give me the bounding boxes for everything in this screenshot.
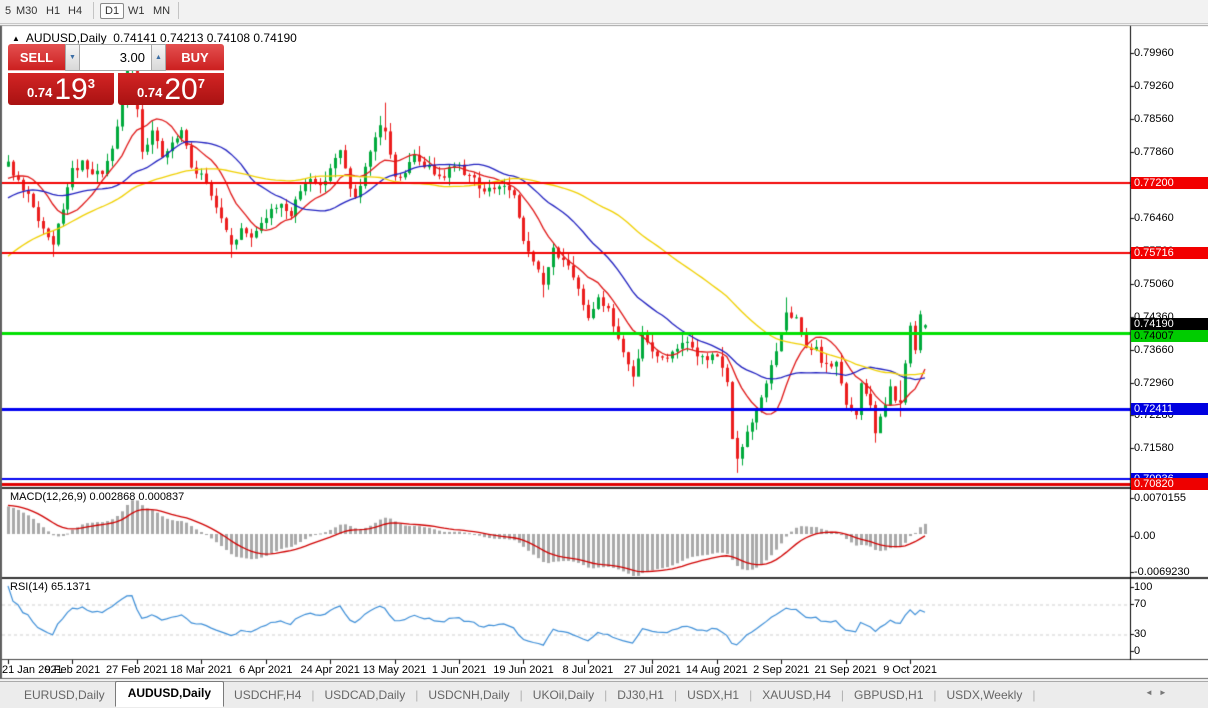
tab-scroll-right-icon[interactable]: ► xyxy=(1158,688,1173,697)
price-tick-label: 0.72960 xyxy=(1134,377,1174,390)
macd-axis-label: 0.0070155 xyxy=(1134,492,1186,504)
sell-button[interactable]: SELL xyxy=(8,44,65,71)
time-axis-label: 27 Jul 2021 xyxy=(623,664,681,676)
time-axis-label: 6 Apr 2021 xyxy=(239,664,293,676)
timeframe-toolbar: 5 M30 H1 H4 D1 W1 MN xyxy=(0,0,1208,24)
price-tick-label: 0.73660 xyxy=(1134,344,1174,357)
price-tick-label: 0.79260 xyxy=(1134,80,1174,93)
sell-price-big: 19 xyxy=(54,72,88,106)
price-tick-label: 0.75060 xyxy=(1134,278,1174,291)
price-level-label: 0.75716 xyxy=(1131,247,1208,260)
timeframe-button-mn[interactable]: MN xyxy=(153,5,171,17)
time-axis-label: 18 Mar 2021 xyxy=(170,664,233,676)
time-axis-label: 9 Oct 2021 xyxy=(883,664,938,676)
chart-tab-bar: EURUSD,Daily AUDUSD,Daily USDCHF,H4 | USDCAD… xyxy=(0,681,1208,708)
price-tick-label: 0.71580 xyxy=(1134,442,1174,455)
chart-title: ▲ AUDUSD,Daily 0.74141 0.74213 0.74108 0.… xyxy=(12,31,297,45)
tab-separator: | xyxy=(415,688,419,702)
buy-price-sup: 7 xyxy=(197,76,205,91)
price-tick-label: 0.77860 xyxy=(1134,146,1174,159)
price-level-label: 0.77200 xyxy=(1131,177,1208,190)
sell-price-sup: 3 xyxy=(87,76,95,91)
chart-tab-ukoil[interactable]: UKOil,Daily xyxy=(532,688,595,702)
chart-tab-audusd[interactable]: AUDUSD,Daily xyxy=(114,681,225,707)
chart-tab-usdcnh[interactable]: USDCNH,Daily xyxy=(428,688,510,702)
time-axis-label: 2 Sep 2021 xyxy=(753,664,810,676)
tab-separator: | xyxy=(519,688,523,702)
tab-separator: | xyxy=(311,688,315,702)
rsi-indicator-label: RSI(14) 65.1371 xyxy=(10,581,91,593)
buy-price-big: 20 xyxy=(164,72,198,106)
price-level-label: 0.72411 xyxy=(1131,403,1208,416)
tab-separator: | xyxy=(673,688,678,702)
chart-symbol: AUDUSD,Daily xyxy=(25,31,107,45)
chart-tab-usdcad[interactable]: USDCAD,Daily xyxy=(324,688,406,702)
time-axis-label: 14 Aug 2021 xyxy=(685,664,748,676)
macd-axis-label: -0.0069230 xyxy=(1134,566,1190,578)
tab-separator: | xyxy=(840,688,845,702)
price-level-label: 0.74007 xyxy=(1131,329,1208,342)
rsi-axis-label: 0 xyxy=(1134,645,1141,657)
chart-tab-usdchf[interactable]: USDCHF,H4 xyxy=(234,688,302,702)
volume-input[interactable]: 3.00 xyxy=(80,44,151,71)
tab-scroll-arrows: ◄► xyxy=(1145,688,1173,697)
chart-tab-xauusd[interactable]: XAUUSD,H4 xyxy=(762,688,831,702)
time-axis-label: 21 Jan 2021 xyxy=(2,664,63,676)
tab-separator: | xyxy=(749,688,753,702)
buy-price-display[interactable]: 0.74 20 7 xyxy=(118,73,224,105)
timeframe-button-m30[interactable]: M30 xyxy=(16,5,38,17)
timeframe-button-w1[interactable]: W1 xyxy=(128,5,145,17)
chart-tab-usdx[interactable]: USDX,H1 xyxy=(687,688,740,702)
time-axis-label: 27 Feb 2021 xyxy=(105,664,168,676)
timeframe-button-h1[interactable]: H1 xyxy=(46,5,61,17)
sell-price-display[interactable]: 0.74 19 3 xyxy=(8,73,114,105)
chart-tab-usdx[interactable]: USDX,Weekly xyxy=(946,688,1023,702)
tab-separator: | xyxy=(1032,688,1036,702)
trade-panel-collapse-icon[interactable]: ▲ xyxy=(12,34,20,43)
chart-tab-eurusd[interactable]: EURUSD,Daily xyxy=(24,688,105,702)
toolbar-separator xyxy=(178,2,179,19)
time-axis-label: 8 Jul 2021 xyxy=(562,664,614,676)
chart-tab-dj30[interactable]: DJ30,H1 xyxy=(617,688,664,702)
buy-price-frac: 0.74 xyxy=(137,85,163,100)
timeframe-button-h4[interactable]: H4 xyxy=(68,5,83,17)
tab-separator: | xyxy=(604,688,608,702)
time-axis-label: 19 Jun 2021 xyxy=(493,664,554,676)
price-level-label: 0.74190 xyxy=(1131,318,1208,331)
macd-axis-label: 0.00 xyxy=(1134,530,1156,542)
time-axis-label: 9 Feb 2021 xyxy=(44,664,101,676)
timeframe-button-d1[interactable]: D1 xyxy=(100,3,125,19)
volume-decrease-button[interactable]: ▼ xyxy=(65,44,80,71)
chart-tab-gbpusd[interactable]: GBPUSD,H1 xyxy=(854,688,924,702)
rsi-axis-label: 70 xyxy=(1134,598,1147,610)
tab-scroll-left-icon[interactable]: ◄ xyxy=(1145,688,1159,697)
price-level-label: 0.70820 xyxy=(1131,478,1208,491)
rsi-axis-label: 30 xyxy=(1134,628,1147,640)
toolbar-separator xyxy=(93,2,94,19)
price-tick-label: 0.78560 xyxy=(1134,113,1174,126)
timeframe-button-5[interactable]: 5 xyxy=(5,5,12,17)
price-tick-label: 0.79960 xyxy=(1134,47,1174,60)
price-tick-label: 0.76460 xyxy=(1134,212,1174,225)
chart-ohlc-values: 0.74141 0.74213 0.74108 0.74190 xyxy=(113,31,297,45)
time-axis-label: 24 Apr 2021 xyxy=(300,664,360,676)
time-axis-label: 21 Sep 2021 xyxy=(814,664,877,676)
sell-price-frac: 0.74 xyxy=(27,85,53,100)
buy-button[interactable]: BUY xyxy=(166,44,224,71)
volume-increase-button[interactable]: ▲ xyxy=(151,44,166,71)
tab-separator: | xyxy=(933,688,937,702)
time-axis-label: 13 May 2021 xyxy=(362,664,427,676)
one-click-trade-panel: SELL ▼ 3.00 ▲ BUY 0.74 19 3 0.74 20 7 xyxy=(8,44,224,105)
macd-indicator-label: MACD(12,26,9) 0.002868 0.000837 xyxy=(10,491,185,503)
time-axis-label: 1 Jun 2021 xyxy=(431,664,487,676)
rsi-axis-label: 100 xyxy=(1134,581,1153,593)
